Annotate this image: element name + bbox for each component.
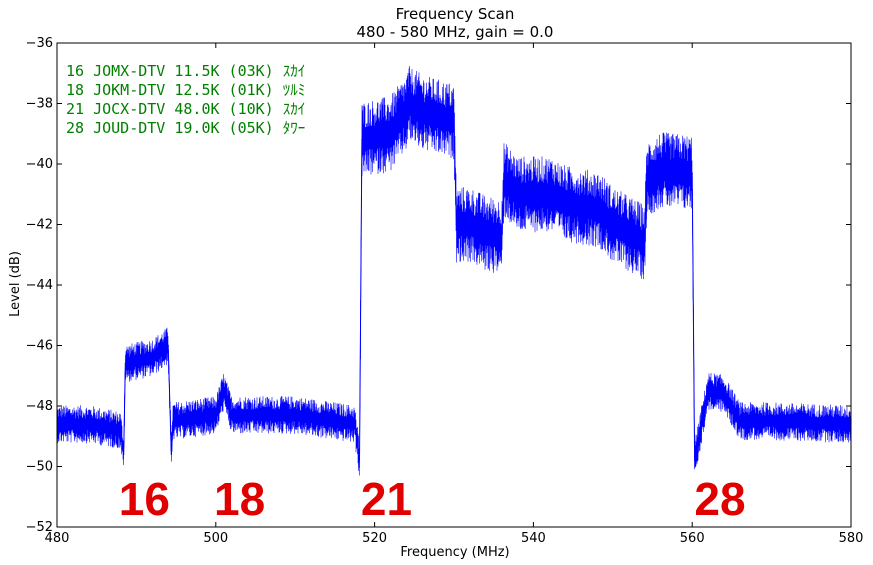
y-tick-label: −36 bbox=[26, 36, 53, 51]
series-point bbox=[119, 429, 122, 431]
series-point bbox=[170, 453, 172, 455]
y-tick-label: −52 bbox=[26, 520, 53, 535]
channel-label: 21 bbox=[361, 473, 412, 525]
series-point bbox=[646, 178, 648, 180]
legend-line: 16 JOMX-DTV 11.5K (03K) ｽｶｲ bbox=[66, 62, 305, 80]
legend-line: 18 JOKM-DTV 12.5K (01K) ﾂﾙﾐ bbox=[66, 81, 305, 99]
series-point bbox=[596, 208, 598, 210]
y-tick-label: −42 bbox=[26, 218, 53, 233]
x-tick-label: 540 bbox=[521, 531, 546, 546]
series-point bbox=[707, 390, 709, 392]
y-axis-ticks: −36 −38 −40 −42 −44 −46 −48 −50 −52 bbox=[26, 36, 851, 535]
series-point bbox=[564, 202, 566, 204]
x-tick-label: 580 bbox=[839, 531, 864, 546]
series-point bbox=[294, 414, 296, 416]
series-point bbox=[389, 133, 392, 135]
x-tick-label: 500 bbox=[203, 531, 228, 546]
series-point bbox=[659, 169, 662, 171]
y-tick-label: −50 bbox=[26, 460, 53, 475]
series-point bbox=[612, 223, 614, 226]
series-point bbox=[405, 111, 407, 114]
series-point bbox=[548, 193, 550, 195]
series-point bbox=[455, 223, 457, 226]
series-point bbox=[693, 459, 696, 462]
series-point bbox=[124, 363, 126, 365]
y-tick-label: −44 bbox=[26, 278, 53, 293]
series-point bbox=[215, 414, 217, 416]
series-point bbox=[503, 178, 505, 180]
x-axis-ticks: 480 500 520 540 560 580 bbox=[45, 43, 864, 546]
series-point bbox=[723, 393, 725, 395]
chart-subtitle: 480 - 580 MHz, gain = 0.0 bbox=[357, 23, 554, 41]
series-point bbox=[167, 344, 169, 347]
series-point bbox=[354, 423, 356, 425]
series-point bbox=[231, 414, 233, 416]
legend-line: 21 JOCX-DTV 48.0K (10K) ｽｶｲ bbox=[66, 100, 305, 118]
series-point bbox=[501, 236, 503, 238]
y-tick-label: −46 bbox=[26, 339, 53, 354]
y-tick-label: −48 bbox=[26, 399, 53, 414]
series-point bbox=[88, 423, 90, 425]
x-tick-label: 560 bbox=[680, 531, 705, 546]
y-axis-label: Level (dB) bbox=[8, 251, 23, 317]
series-point bbox=[598, 208, 600, 210]
series-point bbox=[123, 453, 125, 455]
channel-label: 28 bbox=[694, 473, 745, 525]
series-point bbox=[421, 111, 423, 114]
series-layer bbox=[57, 65, 851, 476]
series-point bbox=[358, 459, 361, 462]
series-point bbox=[223, 390, 225, 392]
x-tick-label: 520 bbox=[362, 531, 387, 546]
y-tick-label: −40 bbox=[26, 157, 53, 172]
series-point bbox=[643, 242, 646, 244]
series-point bbox=[516, 193, 519, 195]
y-tick-label: −38 bbox=[26, 97, 53, 112]
series-point bbox=[771, 420, 773, 422]
series-point bbox=[151, 357, 153, 359]
x-tick-label: 480 bbox=[45, 531, 70, 546]
series-point bbox=[469, 223, 471, 226]
series-point bbox=[172, 420, 174, 422]
x-axis-label: Frequency (MHz) bbox=[400, 545, 509, 560]
series-point bbox=[551, 193, 553, 195]
series-point bbox=[361, 139, 363, 141]
series-point bbox=[408, 102, 410, 105]
chart-title: Frequency Scan bbox=[396, 5, 515, 23]
series-point bbox=[453, 121, 455, 123]
series-point bbox=[739, 420, 741, 422]
channel-label: 18 bbox=[214, 473, 265, 525]
channel-label: 16 bbox=[119, 473, 170, 525]
series-point bbox=[485, 232, 487, 235]
legend-line: 28 JOUD-DTV 19.0K (05K) ﾀﾜｰ bbox=[66, 119, 305, 137]
channel-labels: 16 18 21 28 bbox=[119, 473, 746, 525]
series-point bbox=[691, 172, 693, 174]
